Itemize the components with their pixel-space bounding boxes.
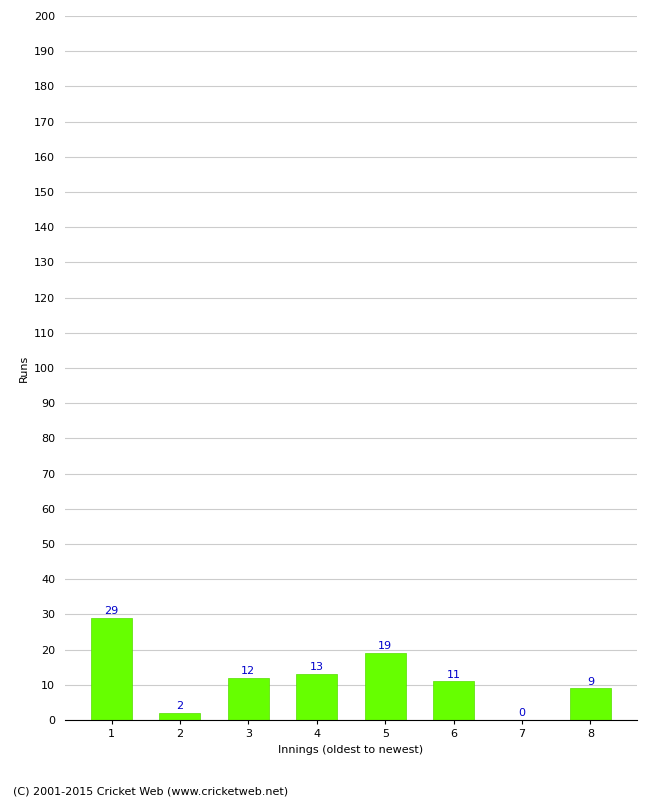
Bar <box>228 678 269 720</box>
Text: 11: 11 <box>447 670 461 679</box>
Text: 2: 2 <box>176 701 183 711</box>
Bar <box>296 674 337 720</box>
Text: 0: 0 <box>519 708 526 718</box>
Text: (C) 2001-2015 Cricket Web (www.cricketweb.net): (C) 2001-2015 Cricket Web (www.cricketwe… <box>13 786 288 796</box>
X-axis label: Innings (oldest to newest): Innings (oldest to newest) <box>278 745 424 754</box>
Bar <box>433 682 474 720</box>
Y-axis label: Runs: Runs <box>19 354 29 382</box>
Text: 13: 13 <box>310 662 324 673</box>
Text: 12: 12 <box>241 666 255 676</box>
Bar <box>91 618 132 720</box>
Text: 19: 19 <box>378 642 392 651</box>
Bar <box>570 688 611 720</box>
Text: 29: 29 <box>105 606 119 616</box>
Bar <box>365 653 406 720</box>
Text: 9: 9 <box>587 677 594 686</box>
Bar <box>159 713 200 720</box>
